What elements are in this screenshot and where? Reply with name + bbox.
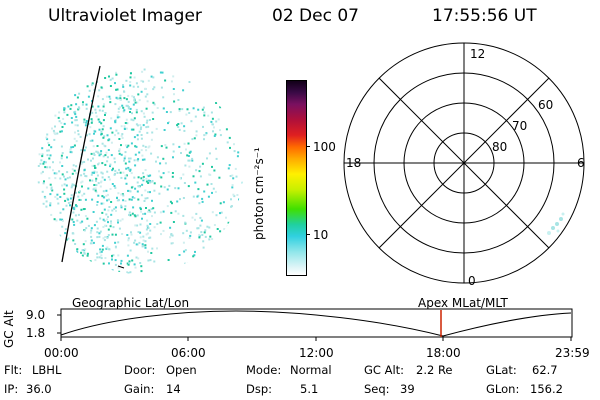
- flt-label: Flt:: [4, 363, 23, 377]
- orbit-left-label: Geographic Lat/Lon: [72, 296, 190, 310]
- ytick-label-9: 9.0: [26, 308, 46, 322]
- ytick-label-1: 1.8: [26, 326, 46, 340]
- gain-value: 14: [166, 382, 181, 396]
- time-tick-0600: 06:00: [171, 346, 206, 360]
- terminator-line: [61, 65, 101, 263]
- polar-diag-2: [378, 77, 550, 249]
- colorbar-tick-100: [306, 146, 310, 147]
- time-tick-1800: 18:00: [426, 346, 461, 360]
- uv-image-disc: [37, 68, 243, 274]
- lat-label-60: 60: [538, 98, 554, 112]
- polar-grid: [343, 42, 585, 284]
- ip-label: IP:: [4, 382, 19, 396]
- door-value: Open: [166, 363, 197, 377]
- dsp-label: Dsp:: [246, 382, 273, 396]
- seq-label: Seq:: [364, 382, 390, 396]
- instrument-title: Ultraviolet Imager: [48, 6, 202, 26]
- polar-aurora: [547, 212, 565, 235]
- time-tick-2359: 23:59: [555, 346, 590, 360]
- lat-label-70: 70: [512, 119, 528, 133]
- glon-label: GLon:: [486, 382, 520, 396]
- colorbar-label-10: 10: [313, 228, 329, 242]
- altitude-curve: [60, 310, 572, 337]
- gain-label: Gain:: [124, 382, 155, 396]
- flt-value: LBHL: [32, 363, 62, 377]
- seq-value: 39: [400, 382, 415, 396]
- colorbar-label-100: 100: [313, 140, 336, 154]
- time-label: 17:55:56 UT: [432, 6, 537, 26]
- mode-label: Mode:: [246, 363, 282, 377]
- glat-label: GLat:: [486, 363, 517, 377]
- ip-value: 36.0: [26, 382, 52, 396]
- mlt-label-12: 12: [470, 47, 486, 61]
- time-tick-1200: 12:00: [299, 346, 334, 360]
- time-tick-0000: 00:00: [44, 346, 79, 360]
- lat-label-80: 80: [492, 140, 508, 154]
- glon-value: 156.2: [530, 382, 563, 396]
- gcalt-value: 2.2 Re: [416, 363, 453, 377]
- dsp-value: 5.1: [300, 382, 319, 396]
- terminator-tick: [117, 265, 125, 269]
- mlt-label-18: 18: [346, 156, 362, 170]
- colorbar-tick-10: [306, 234, 310, 235]
- mlt-label-6: 6: [577, 156, 585, 170]
- colorbar-unit-label: photon cm⁻²s⁻¹: [252, 147, 266, 240]
- intensity-colorbar: [286, 80, 307, 276]
- door-label: Door:: [124, 363, 156, 377]
- gcalt-label: GC Alt:: [364, 363, 405, 377]
- glat-value: 62.7: [532, 363, 558, 377]
- mode-value: Normal: [290, 363, 332, 377]
- orbit-right-label: Apex MLat/MLT: [418, 296, 508, 310]
- orbit-y-axis-label: GC Alt: [2, 310, 16, 348]
- mlt-label-0: 0: [468, 274, 476, 288]
- date-label: 02 Dec 07: [272, 6, 359, 26]
